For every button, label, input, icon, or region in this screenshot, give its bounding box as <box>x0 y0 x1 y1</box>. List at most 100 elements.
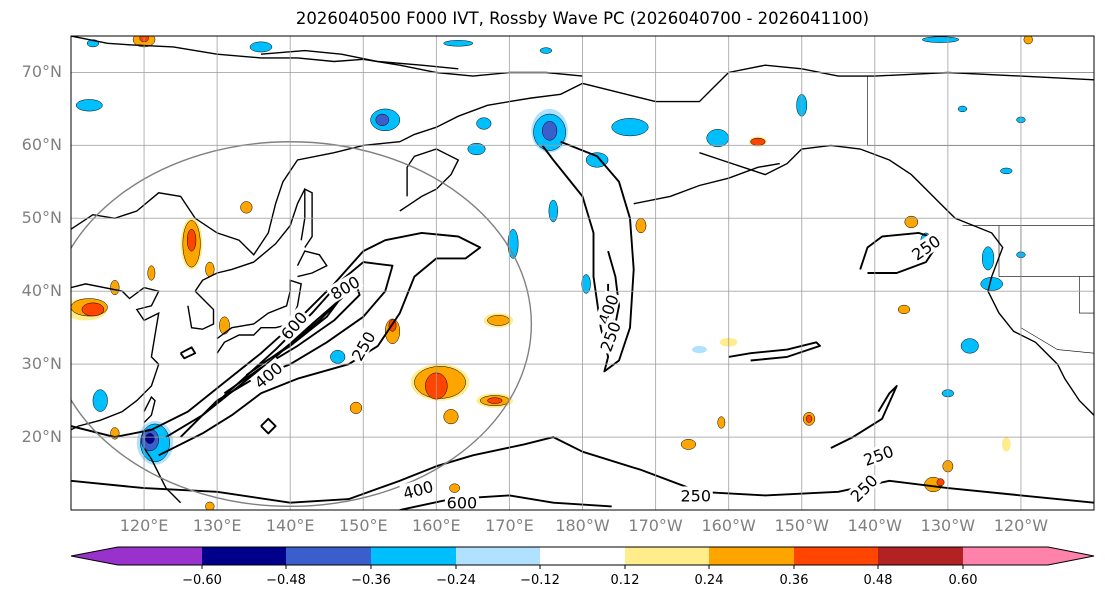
colorbar-tick-label: 0.60 <box>948 573 978 588</box>
anomaly-shading <box>957 105 968 113</box>
coastline <box>143 447 182 504</box>
anomaly-shading <box>750 137 766 146</box>
ivt-contour <box>179 346 197 360</box>
lon-tick-label: 160°W <box>701 516 756 535</box>
coastline <box>216 279 302 354</box>
anomaly-shading <box>936 478 945 487</box>
border-line <box>1079 276 1094 314</box>
lat-tick-label: 20°N <box>21 427 62 447</box>
anomaly-shading <box>487 315 510 326</box>
map-frame <box>70 35 1095 511</box>
colorbar-tick-label: −0.60 <box>182 573 222 588</box>
coastline <box>71 283 160 431</box>
lat-tick-label: 40°N <box>21 281 62 301</box>
colorbar-tick-label: 0.48 <box>863 573 893 588</box>
contour-label-bg <box>678 486 713 504</box>
contour-label: 250 <box>847 471 882 506</box>
lon-tick-label: 120°E <box>119 516 169 535</box>
contour-label: 400 <box>401 477 435 503</box>
chart-title: 2026040500 F000 IVT, Rossby Wave PC (202… <box>295 9 870 28</box>
colorbar-tick-label: −0.24 <box>436 573 476 588</box>
anomaly-shading <box>467 142 486 156</box>
contour-label-bg <box>859 441 898 469</box>
ivt-contour <box>728 341 821 362</box>
contour-label-bg <box>325 271 364 304</box>
anomaly-shading <box>249 41 273 53</box>
anomaly-shading <box>581 274 591 294</box>
contour-label-bg <box>346 326 379 365</box>
contour-label-bg <box>593 290 622 329</box>
coastline <box>143 395 156 423</box>
anomaly-shading <box>443 40 474 47</box>
contour-label-bg <box>249 357 287 393</box>
contour-label-bg <box>444 493 479 510</box>
anomaly-shading <box>476 117 492 130</box>
colorbar-tick-label: 0.12 <box>610 573 640 588</box>
anomaly-shading <box>805 414 813 423</box>
coastline <box>260 49 459 70</box>
anomaly-shading <box>375 113 390 126</box>
anomaly-shading <box>611 118 649 137</box>
anomaly-shading <box>706 129 729 148</box>
contour-label-bg <box>845 469 882 506</box>
contour-label: 600 <box>277 308 311 344</box>
anomaly-shading <box>487 397 503 404</box>
ivt-contour <box>830 385 898 449</box>
anomaly-shading <box>443 409 459 425</box>
ivt-contour <box>541 140 635 373</box>
anomaly-shading <box>240 201 253 214</box>
lon-tick-label: 130°E <box>192 516 242 535</box>
anomaly-shading <box>717 416 726 429</box>
lat-tick-label: 50°N <box>21 208 62 228</box>
contour-label: 600 <box>447 494 478 513</box>
coastline <box>399 148 460 212</box>
anomaly-shading <box>449 483 460 493</box>
coastline <box>633 162 780 205</box>
lat-tick-label: 30°N <box>21 354 62 374</box>
anomaly-shading <box>897 304 911 315</box>
anomaly-shading <box>92 389 108 412</box>
colorbar-tick-label: −0.48 <box>266 573 306 588</box>
anomaly-shading <box>219 316 230 335</box>
lon-tick-label: 130°W <box>920 516 976 535</box>
anomaly-shading <box>145 433 155 444</box>
contour-label-bg <box>906 230 945 264</box>
anomaly-shading <box>110 280 120 296</box>
contour-label: 250 <box>680 486 711 505</box>
colorbar-tick-label: −0.36 <box>351 573 391 588</box>
anomaly-shading <box>922 36 960 43</box>
contour-label-bg <box>399 476 437 502</box>
anomaly-shading <box>692 345 707 354</box>
contour-label-bg <box>276 306 311 344</box>
anomaly-shading <box>680 439 697 450</box>
lon-tick-label: 150°E <box>338 516 388 535</box>
lon-tick-label: 140°E <box>265 516 315 535</box>
anomaly-shading <box>904 215 919 229</box>
anomaly-shading <box>635 218 647 234</box>
lon-tick-label: 140°W <box>847 516 902 535</box>
anomaly-shading <box>186 228 197 252</box>
lon-tick-label: 160°E <box>412 516 461 535</box>
lon-tick-label: 180°W <box>555 516 610 535</box>
lon-tick-label: 120°W <box>993 516 1049 535</box>
anomaly-shading <box>542 121 558 141</box>
anomaly-shading <box>981 246 995 271</box>
coastline <box>187 188 306 330</box>
lon-tick-label: 170°E <box>485 516 534 535</box>
coastline <box>699 144 1094 416</box>
anomaly-shading <box>539 47 553 54</box>
anomaly-shading <box>330 350 346 364</box>
contour-label: 250 <box>861 442 896 470</box>
anomaly-shading <box>960 338 979 354</box>
anomaly-shading <box>1001 437 1011 452</box>
ivt-contour <box>260 417 277 435</box>
anomaly-shading <box>147 265 156 281</box>
border-line <box>1020 276 1094 354</box>
anomaly-shading <box>205 501 215 510</box>
anomaly-shading <box>548 199 558 223</box>
lon-tick-label: 150°W <box>774 516 829 535</box>
lon-tick-label: 170°W <box>628 516 683 535</box>
ivt-contour <box>71 231 482 457</box>
